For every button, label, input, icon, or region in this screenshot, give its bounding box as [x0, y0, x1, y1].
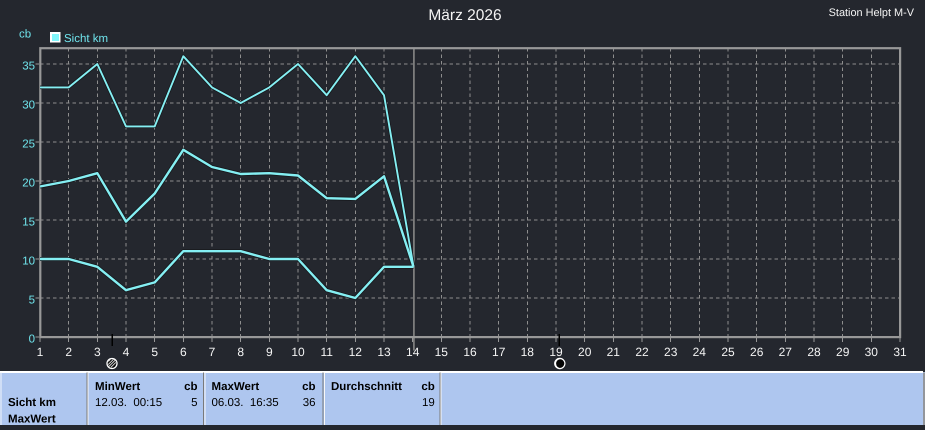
svg-text:5: 5 [151, 345, 158, 359]
svg-text:5: 5 [191, 397, 197, 409]
svg-text:6: 6 [180, 345, 187, 359]
svg-text:10: 10 [291, 345, 305, 359]
svg-text:0: 0 [29, 333, 35, 345]
svg-text:18: 18 [521, 345, 535, 359]
svg-text:12: 12 [349, 345, 363, 359]
svg-text:17: 17 [492, 345, 506, 359]
svg-text:20: 20 [22, 177, 35, 189]
svg-text:Sicht km: Sicht km [8, 397, 56, 409]
svg-text:19: 19 [422, 397, 435, 409]
svg-text:März 2026: März 2026 [428, 7, 501, 24]
svg-text:5: 5 [29, 294, 35, 306]
svg-text:30: 30 [865, 345, 879, 359]
svg-text:28: 28 [807, 345, 821, 359]
svg-text:22: 22 [635, 345, 649, 359]
svg-text:12.03. 00:15: 12.03. 00:15 [95, 397, 162, 409]
svg-text:4: 4 [123, 345, 130, 359]
svg-text:10: 10 [22, 255, 35, 267]
svg-text:15: 15 [435, 345, 449, 359]
svg-text:MaxWert: MaxWert [212, 381, 260, 393]
svg-text:3: 3 [94, 345, 101, 359]
svg-text:cb: cb [302, 381, 315, 393]
svg-text:cb: cb [19, 29, 31, 41]
svg-text:8: 8 [237, 345, 244, 359]
svg-text:25: 25 [721, 345, 735, 359]
svg-text:06.03. 16:35: 06.03. 16:35 [212, 397, 279, 409]
svg-text:7: 7 [209, 345, 216, 359]
svg-text:MaxWert: MaxWert [8, 414, 56, 426]
svg-text:20: 20 [578, 345, 592, 359]
svg-text:16: 16 [463, 345, 477, 359]
svg-text:27: 27 [779, 345, 793, 359]
svg-text:9: 9 [266, 345, 273, 359]
svg-text:35: 35 [22, 60, 35, 72]
svg-text:Sicht km: Sicht km [64, 33, 108, 45]
svg-text:29: 29 [836, 345, 850, 359]
svg-text:Station Helpt M-V: Station Helpt M-V [829, 7, 915, 19]
svg-text:1: 1 [37, 345, 44, 359]
svg-text:cb: cb [421, 381, 434, 393]
svg-text:cb: cb [184, 381, 197, 393]
svg-text:2: 2 [65, 345, 72, 359]
svg-text:19: 19 [549, 345, 563, 359]
svg-text:Durchschnitt: Durchschnitt [331, 381, 402, 393]
svg-text:24: 24 [693, 345, 707, 359]
svg-text:15: 15 [22, 216, 35, 228]
svg-text:30: 30 [22, 99, 35, 111]
svg-text:MinWert: MinWert [95, 381, 140, 393]
svg-text:14: 14 [406, 345, 420, 359]
svg-text:21: 21 [607, 345, 621, 359]
svg-text:26: 26 [750, 345, 764, 359]
svg-text:31: 31 [893, 345, 907, 359]
svg-text:25: 25 [22, 138, 35, 150]
svg-text:13: 13 [377, 345, 391, 359]
svg-text:36: 36 [303, 397, 316, 409]
svg-text:11: 11 [320, 345, 333, 359]
svg-text:23: 23 [664, 345, 678, 359]
